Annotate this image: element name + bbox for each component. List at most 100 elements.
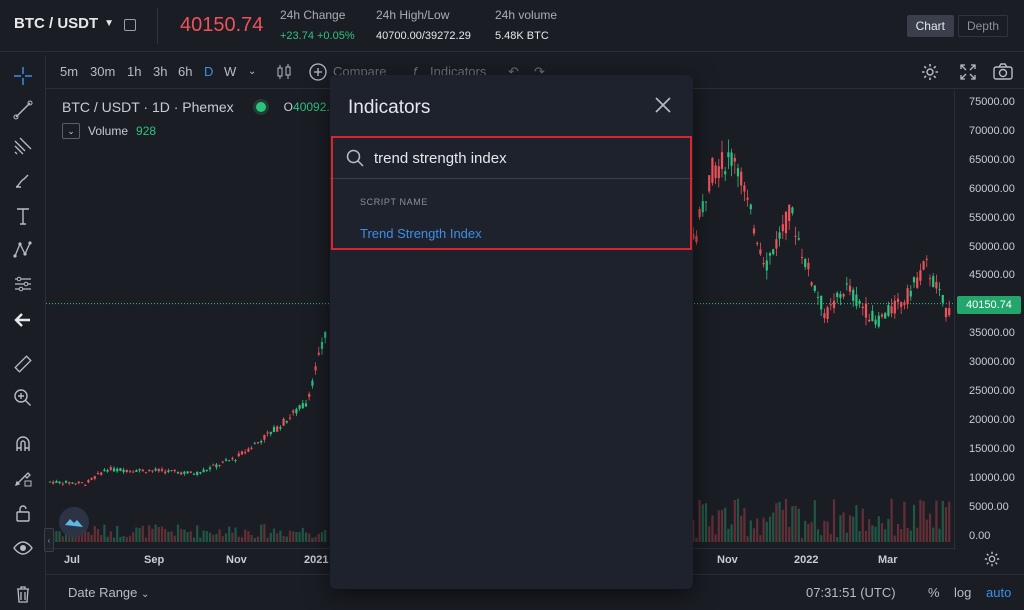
symbol-label: BTC / USDT · 1D · Phemex <box>62 99 234 115</box>
collapse-legend-button[interactable]: ⌄ <box>62 123 80 139</box>
search-icon <box>346 149 364 167</box>
tab-chart[interactable]: Chart <box>906 15 954 37</box>
trend-line-icon[interactable] <box>10 97 36 123</box>
candle-body <box>141 469 144 472</box>
candle-body <box>125 469 128 473</box>
prediction-tool-icon[interactable] <box>10 271 36 297</box>
crosshair-icon[interactable] <box>10 63 36 89</box>
scroll-left-button[interactable]: ‹ <box>44 528 54 552</box>
volume-bar <box>720 509 724 542</box>
candle-body <box>746 197 749 200</box>
interval-1h[interactable]: 1h <box>127 64 142 79</box>
volume-bar <box>324 529 327 542</box>
stat-label: 24h High/Low <box>376 8 450 22</box>
fib-tool-icon[interactable] <box>10 133 36 159</box>
candle-body <box>240 451 244 455</box>
magnet-icon[interactable] <box>10 431 36 457</box>
interval-6h[interactable]: 6h <box>178 64 193 79</box>
candle-body <box>730 152 733 166</box>
candle-body <box>167 470 170 472</box>
price-chart[interactable] <box>46 90 954 545</box>
volume-bar <box>199 537 202 542</box>
fx-icon[interactable]: ƒ <box>412 64 420 79</box>
volume-bar <box>58 531 61 542</box>
percent-scale-toggle[interactable]: % <box>928 585 940 600</box>
candle-body <box>823 313 826 318</box>
candle-body <box>298 405 301 409</box>
price-tick: 15000.00 <box>969 442 1015 455</box>
interval-w[interactable]: W <box>224 64 237 79</box>
result-trend-strength-index[interactable]: Trend Strength Index <box>360 226 482 241</box>
arrow-left-icon[interactable] <box>10 307 36 333</box>
candle-body <box>272 427 276 432</box>
candle-body <box>768 253 772 256</box>
candle-body <box>199 472 202 474</box>
volume-bar <box>218 529 221 542</box>
candle-body <box>154 468 157 471</box>
candle-body <box>295 408 298 414</box>
candle-body <box>743 185 746 192</box>
stat-24h-volume: 24h volume 5.48K BTC <box>495 8 557 42</box>
trash-icon[interactable] <box>10 581 36 607</box>
volume-bar <box>87 531 90 542</box>
lock-icon[interactable] <box>10 500 36 526</box>
date-range-button[interactable]: Date Range ⌄ <box>68 585 149 600</box>
price-tick: 45000.00 <box>969 269 1015 282</box>
candle-body <box>160 469 164 471</box>
candle-body <box>173 469 176 472</box>
close-icon[interactable] <box>653 95 673 115</box>
interval-3h[interactable]: 3h <box>153 64 168 79</box>
redo-icon[interactable]: ↷ <box>534 64 545 79</box>
volume-bar <box>912 504 916 542</box>
open-value: 40092. <box>293 100 330 114</box>
candle-body <box>884 312 887 319</box>
brush-icon[interactable] <box>10 168 36 194</box>
bookmark-icon[interactable] <box>124 18 137 31</box>
candle-body <box>221 461 224 463</box>
chevron-down-icon[interactable]: ⌄ <box>248 66 257 77</box>
volume-bar <box>269 532 272 542</box>
candle-style-icon[interactable] <box>276 63 292 84</box>
camera-icon[interactable] <box>992 62 1014 85</box>
candle-body <box>144 472 148 474</box>
volume-bar <box>164 528 167 542</box>
volume-bar <box>311 537 314 542</box>
zoom-in-icon[interactable] <box>10 385 36 411</box>
candle-body <box>695 235 698 243</box>
candle-body <box>119 468 122 472</box>
ruler-icon[interactable] <box>10 351 36 377</box>
fullscreen-icon[interactable] <box>958 62 978 85</box>
utc-clock[interactable]: 07:31:51 (UTC) <box>806 585 896 600</box>
interval-d[interactable]: D <box>204 64 214 79</box>
volume-bar <box>816 529 820 542</box>
candle-body <box>909 290 912 297</box>
undo-icon[interactable]: ↶ <box>508 64 519 79</box>
tab-depth[interactable]: Depth <box>957 15 1008 37</box>
interval-30m[interactable]: 30m <box>90 64 116 79</box>
axis-settings-icon[interactable] <box>983 550 1001 573</box>
log-scale-toggle[interactable]: log <box>954 585 972 600</box>
candle-body <box>205 470 208 472</box>
price-axis[interactable]: 75000.00 70000.00 65000.00 60000.00 55000.00… <box>954 90 1024 550</box>
lock-drawing-icon[interactable] <box>10 465 36 491</box>
candle-body <box>157 469 160 472</box>
compare-plus-icon[interactable] <box>308 62 328 85</box>
volume-bar <box>711 515 714 542</box>
volume-bar <box>144 537 148 542</box>
series-legend: BTC / USDT · 1D · Phemex O40092. <box>62 99 330 115</box>
auto-scale-toggle[interactable]: auto <box>986 585 1012 600</box>
eye-icon[interactable] <box>10 535 36 561</box>
text-tool-icon[interactable] <box>10 203 36 229</box>
gear-icon[interactable] <box>920 62 940 85</box>
interval-5m[interactable]: 5m <box>60 64 79 79</box>
price-tick: 35000.00 <box>969 327 1015 340</box>
volume-bar <box>285 536 288 542</box>
price-tick: 20000.00 <box>969 413 1015 426</box>
candle-body <box>212 464 215 466</box>
pattern-tool-icon[interactable] <box>10 237 36 263</box>
search-input[interactable] <box>374 147 664 169</box>
volume-bar <box>119 536 122 542</box>
time-tick: Nov <box>226 554 247 566</box>
pair-selector[interactable]: BTC / USDT ▼ <box>14 15 137 32</box>
candle-body <box>826 307 829 319</box>
